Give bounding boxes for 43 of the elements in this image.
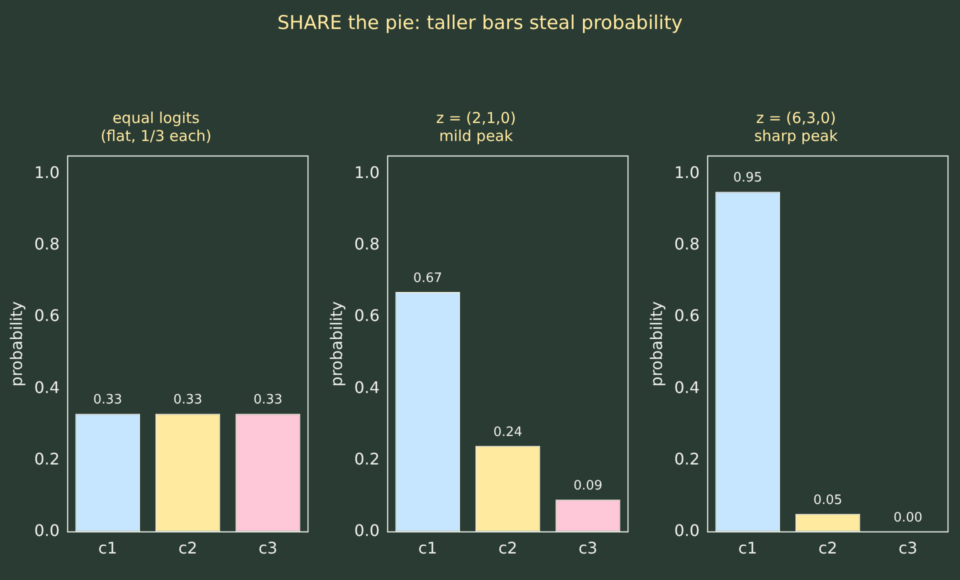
x-tick-label: c1 [738,538,758,558]
y-tick-label: 0.6 [354,306,380,326]
x-tick-label: c1 [98,538,118,558]
y-tick-label: 0.8 [674,234,700,254]
x-tick-label: c3 [898,538,918,558]
data-label: 0.33 [253,392,282,408]
x-tick-label: c1 [418,538,438,558]
x-tick-label: c3 [578,538,598,558]
y-tick-label: 0.4 [354,378,380,397]
y-tick-label: 0.2 [34,449,60,468]
data-label: 0.24 [493,424,522,440]
x-tick-label: c2 [178,538,198,558]
text: SHARE the pie: taller bars steal probability [276,12,684,34]
y-tick-label: 0.8 [34,234,60,254]
data-label: 0.09 [573,478,602,494]
y-tick-label: 0.0 [354,520,380,540]
y-axis-title: probability [6,301,26,387]
y-tick-label: 0.6 [674,306,700,326]
y-tick-label: 0.0 [674,520,700,540]
data-label: 0.05 [813,492,842,508]
x-tick-label: c2 [498,538,518,558]
data-label: 0.95 [733,170,762,186]
y-axis-title: probability [646,301,666,387]
data-label: 0.00 [893,510,922,526]
y-tick-label: 0.4 [674,378,700,397]
chart-title: z = (2,1,0) mild peak [436,108,516,145]
y-tick-label: 0.0 [34,520,60,540]
data-label: 0.67 [413,270,442,286]
chart-title: equal logits (flat, 1/3 each) [100,108,212,145]
x-tick-label: c2 [818,538,838,558]
y-tick-label: 1.0 [674,163,700,182]
data-label: 0.33 [173,392,202,408]
y-axis-title: probability [326,301,346,387]
y-tick-label: 0.2 [354,449,380,468]
x-tick-label: c3 [258,538,278,558]
y-tick-label: 1.0 [354,163,380,182]
y-tick-label: 0.2 [674,449,700,468]
chart-title: z = (6,3,0) sharp peak [754,108,838,145]
y-tick-label: 1.0 [34,163,60,182]
y-tick-label: 0.4 [34,378,60,397]
y-tick-label: 0.8 [354,234,380,254]
y-tick-label: 0.6 [34,306,60,326]
data-label: 0.33 [93,392,122,408]
